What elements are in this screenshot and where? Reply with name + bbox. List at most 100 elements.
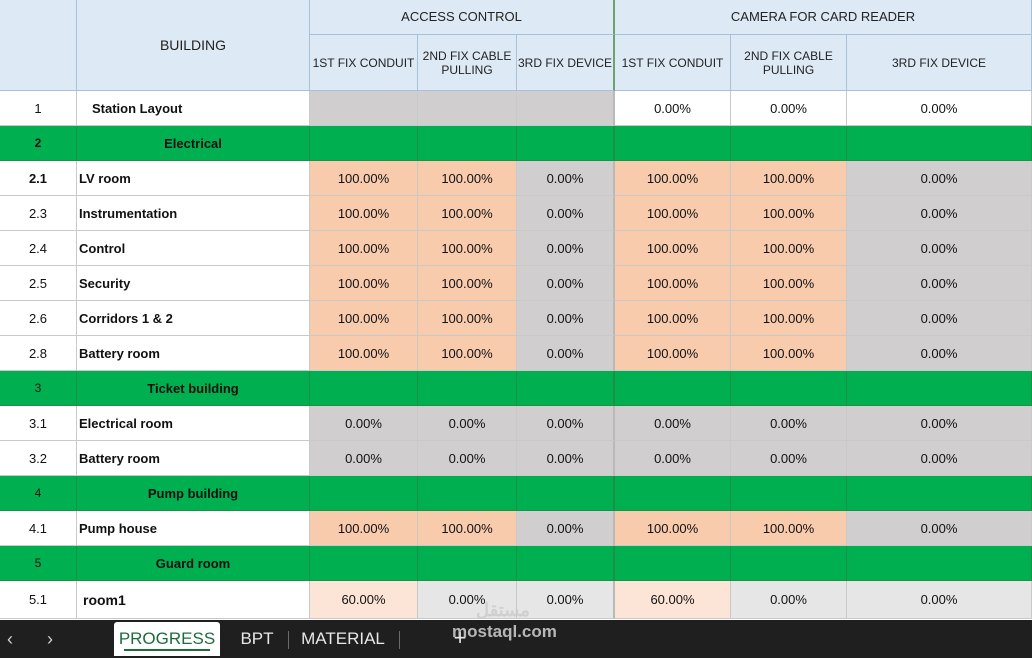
section-name-cell[interactable]: Pump building <box>77 476 310 511</box>
progress-value-cell[interactable]: 100.00% <box>418 511 517 546</box>
row-number-cell[interactable]: 4 <box>0 476 77 511</box>
progress-value-cell[interactable]: 0.00% <box>731 581 847 619</box>
progress-value-cell[interactable] <box>615 476 731 511</box>
row-number-cell[interactable]: 5.1 <box>0 581 77 619</box>
section-name-cell[interactable]: Ticket building <box>77 371 310 406</box>
tab-bpt[interactable]: BPT <box>228 622 286 656</box>
section-name-cell[interactable]: Electrical <box>77 126 310 161</box>
progress-value-cell[interactable]: 60.00% <box>615 581 731 619</box>
row-number-cell[interactable]: 2.1 <box>0 161 77 196</box>
progress-value-cell[interactable]: 100.00% <box>731 511 847 546</box>
progress-value-cell[interactable] <box>310 91 418 126</box>
progress-value-cell[interactable]: 100.00% <box>310 161 418 196</box>
progress-value-cell[interactable] <box>418 476 517 511</box>
progress-value-cell[interactable] <box>847 371 1032 406</box>
progress-value-cell[interactable]: 0.00% <box>731 91 847 126</box>
row-number-cell[interactable]: 2.6 <box>0 301 77 336</box>
progress-value-cell[interactable]: 100.00% <box>615 231 731 266</box>
progress-value-cell[interactable] <box>418 371 517 406</box>
corner-header-cell[interactable] <box>0 0 77 91</box>
progress-value-cell[interactable]: 0.00% <box>517 231 615 266</box>
progress-value-cell[interactable]: 0.00% <box>418 406 517 441</box>
progress-value-cell[interactable]: 100.00% <box>310 511 418 546</box>
progress-value-cell[interactable]: 100.00% <box>731 301 847 336</box>
progress-value-cell[interactable]: 0.00% <box>615 406 731 441</box>
progress-value-cell[interactable]: 100.00% <box>731 336 847 371</box>
row-number-cell[interactable]: 3.1 <box>0 406 77 441</box>
building-name-cell[interactable]: room1 <box>77 581 310 619</box>
progress-value-cell[interactable]: 0.00% <box>847 91 1032 126</box>
progress-value-cell[interactable] <box>615 546 731 581</box>
tab-progress[interactable]: PROGRESS <box>114 622 220 656</box>
progress-value-cell[interactable]: 0.00% <box>310 406 418 441</box>
progress-value-cell[interactable] <box>731 546 847 581</box>
progress-value-cell[interactable]: 100.00% <box>310 336 418 371</box>
progress-value-cell[interactable]: 0.00% <box>847 406 1032 441</box>
progress-value-cell[interactable]: 100.00% <box>731 161 847 196</box>
progress-value-cell[interactable] <box>310 476 418 511</box>
progress-value-cell[interactable]: 0.00% <box>731 441 847 476</box>
progress-value-cell[interactable]: 0.00% <box>847 511 1032 546</box>
progress-value-cell[interactable]: 100.00% <box>418 196 517 231</box>
progress-value-cell[interactable]: 0.00% <box>847 161 1032 196</box>
row-number-cell[interactable]: 5 <box>0 546 77 581</box>
progress-value-cell[interactable]: 100.00% <box>418 301 517 336</box>
progress-value-cell[interactable] <box>517 371 615 406</box>
progress-value-cell[interactable]: 100.00% <box>418 161 517 196</box>
sub-header-camera-1[interactable]: 1ST FIX CONDUIT <box>615 35 731 91</box>
progress-value-cell[interactable]: 100.00% <box>731 231 847 266</box>
progress-value-cell[interactable]: 0.00% <box>418 441 517 476</box>
progress-value-cell[interactable] <box>615 126 731 161</box>
progress-value-cell[interactable]: 100.00% <box>615 301 731 336</box>
progress-value-cell[interactable]: 0.00% <box>517 441 615 476</box>
progress-value-cell[interactable]: 100.00% <box>310 301 418 336</box>
building-name-cell[interactable]: Pump house <box>77 511 310 546</box>
progress-value-cell[interactable] <box>418 91 517 126</box>
progress-value-cell[interactable]: 0.00% <box>847 441 1032 476</box>
building-name-cell[interactable]: Instrumentation <box>77 196 310 231</box>
progress-value-cell[interactable]: 0.00% <box>517 301 615 336</box>
progress-value-cell[interactable]: 0.00% <box>847 231 1032 266</box>
building-name-cell[interactable]: Battery room <box>77 441 310 476</box>
progress-value-cell[interactable] <box>418 546 517 581</box>
progress-value-cell[interactable]: 100.00% <box>731 196 847 231</box>
progress-value-cell[interactable]: 0.00% <box>731 406 847 441</box>
progress-value-cell[interactable]: 0.00% <box>517 511 615 546</box>
progress-value-cell[interactable] <box>310 371 418 406</box>
row-number-cell[interactable]: 2.4 <box>0 231 77 266</box>
progress-value-cell[interactable]: 100.00% <box>310 231 418 266</box>
progress-value-cell[interactable] <box>310 126 418 161</box>
next-sheet-arrow-icon[interactable]: › <box>47 628 53 649</box>
progress-value-cell[interactable]: 100.00% <box>615 511 731 546</box>
building-header[interactable]: BUILDING <box>77 0 310 91</box>
progress-value-cell[interactable] <box>517 126 615 161</box>
progress-value-cell[interactable]: 100.00% <box>310 266 418 301</box>
spreadsheet-grid[interactable]: BUILDING ACCESS CONTROL CAMERA FOR CARD … <box>0 0 1032 620</box>
row-number-cell[interactable]: 3 <box>0 371 77 406</box>
progress-value-cell[interactable] <box>731 371 847 406</box>
building-name-cell[interactable]: Corridors 1 & 2 <box>77 301 310 336</box>
progress-value-cell[interactable] <box>847 126 1032 161</box>
progress-value-cell[interactable]: 100.00% <box>418 231 517 266</box>
add-sheet-plus-icon[interactable]: + <box>453 625 467 650</box>
progress-value-cell[interactable] <box>731 476 847 511</box>
sub-header-camera-2[interactable]: 2ND FIX CABLE PULLING <box>731 35 847 91</box>
progress-value-cell[interactable]: 100.00% <box>615 266 731 301</box>
progress-value-cell[interactable]: 60.00% <box>310 581 418 619</box>
progress-value-cell[interactable] <box>517 91 615 126</box>
progress-value-cell[interactable]: 0.00% <box>517 336 615 371</box>
sub-header-access-2[interactable]: 2ND FIX CABLE PULLING <box>418 35 517 91</box>
progress-value-cell[interactable]: 0.00% <box>517 406 615 441</box>
progress-value-cell[interactable]: 0.00% <box>847 266 1032 301</box>
progress-value-cell[interactable]: 0.00% <box>615 91 731 126</box>
progress-value-cell[interactable]: 100.00% <box>615 196 731 231</box>
progress-value-cell[interactable]: 0.00% <box>418 581 517 619</box>
row-number-cell[interactable]: 3.2 <box>0 441 77 476</box>
progress-value-cell[interactable]: 0.00% <box>517 161 615 196</box>
progress-value-cell[interactable]: 0.00% <box>517 581 615 619</box>
tab-material[interactable]: MATERIAL <box>292 622 394 656</box>
progress-value-cell[interactable]: 100.00% <box>615 336 731 371</box>
progress-value-cell[interactable] <box>418 126 517 161</box>
camera-header[interactable]: CAMERA FOR CARD READER <box>615 0 1032 35</box>
progress-value-cell[interactable] <box>310 546 418 581</box>
